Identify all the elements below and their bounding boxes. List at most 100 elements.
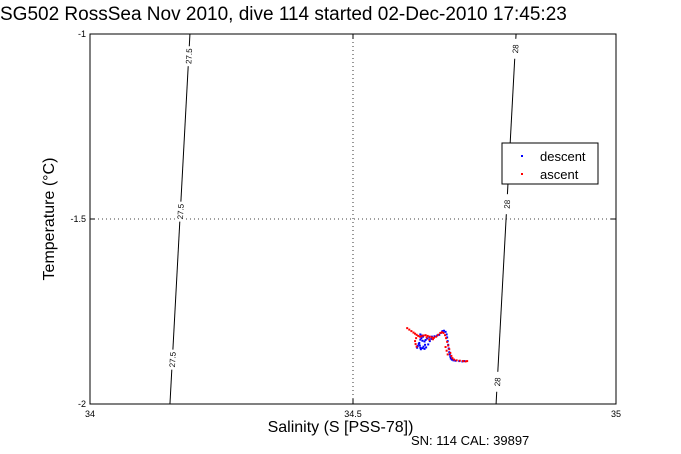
descent-point [419,346,422,349]
ascent-point [440,331,443,334]
descent-point [454,359,457,362]
descent-point [433,335,436,338]
ascent-point [415,337,418,340]
descent-point [419,348,422,351]
y-axis-label: Temperature (°C) [41,157,58,281]
chart-title: SG502 RossSea Nov 2010, dive 114 started… [0,4,567,25]
descent-point [428,340,431,343]
ascent-point [442,331,445,334]
descent-point [425,346,428,349]
descent-point [419,338,422,341]
descent-point [422,345,425,348]
ascent-point [410,330,413,333]
contour-label-bg [174,201,186,222]
ascent-point [433,336,436,339]
ascent-point [420,335,423,338]
ascent-point [439,331,442,334]
ascent-point [428,335,431,338]
descent-point [448,353,451,356]
y-tick-label: -1 [78,29,86,39]
ascent-point [446,340,449,343]
descent-point [418,344,421,347]
contour-label-bg [166,349,178,370]
descent-point [436,334,439,337]
descent-point [418,341,421,344]
contour-label: 28 [493,377,502,387]
ascent-point [449,351,452,354]
ascent-point [466,360,469,363]
legend-box [501,142,599,185]
descent-point [445,333,448,336]
descent-point [427,343,430,346]
density-contour-line [495,33,517,405]
descent-point [426,337,429,340]
ascent-point [435,335,438,338]
ascent-point [445,349,448,352]
y-tick-label: -1.5 [70,214,86,224]
ascent-point [437,333,440,336]
ascent-point [415,345,418,348]
descent-point [416,346,419,349]
ascent-point [461,360,464,363]
serial-calibration-footer: SN: 114 CAL: 39897 [411,433,530,448]
ascent-point [415,333,418,336]
x-tick-label: 34.5 [344,409,362,419]
ascent-point [446,353,449,356]
legend-marker-ascent [521,173,523,175]
ascent-point [464,360,467,363]
ascent-point [450,354,453,357]
ascent-point [444,346,447,349]
descent-point [421,347,424,350]
descent-point [421,335,424,338]
ascent-point [406,327,409,330]
contour-label: 27.5 [176,203,186,220]
legend-marker-descent [521,155,523,157]
ascent-point [455,359,458,362]
contour-label-bg [491,371,503,393]
ascent-point [448,348,451,351]
ascent-point [430,336,433,339]
descent-point [424,343,427,346]
contour-label: 27.5 [168,351,178,368]
ascent-point [428,338,431,341]
ascent-point [431,338,434,341]
descent-point [450,358,453,361]
descent-point [446,336,449,339]
ascent-point [418,335,421,338]
descent-point [423,340,426,343]
descent-point [416,344,419,347]
ascent-point [422,334,425,337]
contour-label-bg [183,45,195,67]
ascent-point [408,328,411,331]
descent-point [444,330,447,333]
descent-point [449,357,452,360]
ascent-point [412,331,415,334]
ascent-point [414,343,417,346]
descent-point [419,333,422,336]
descent-point [423,347,426,350]
x-axis-label: Salinity (S [PSS-78]) [267,419,414,436]
x-tick-label: 35 [611,409,621,419]
ascent-point [444,334,447,337]
contour-label-bg [509,38,521,60]
descent-point [442,329,445,332]
ascent-point [425,336,428,339]
descent-point [463,360,466,363]
legend-label-descent: descent [540,149,586,164]
contour-label: 27.5 [184,48,194,65]
descent-point [424,338,427,341]
ascent-point [452,358,455,361]
descent-point [441,330,444,333]
ascent-point [445,337,448,340]
x-tick-label: 34 [85,409,95,419]
descent-point [430,337,433,340]
ascent-point [447,344,450,347]
ascent-point [414,340,417,343]
ascent-point [417,334,420,337]
legend-label-ascent: ascent [540,167,579,182]
descent-point [448,351,451,354]
ascent-point [458,359,461,362]
descent-point [420,337,423,340]
